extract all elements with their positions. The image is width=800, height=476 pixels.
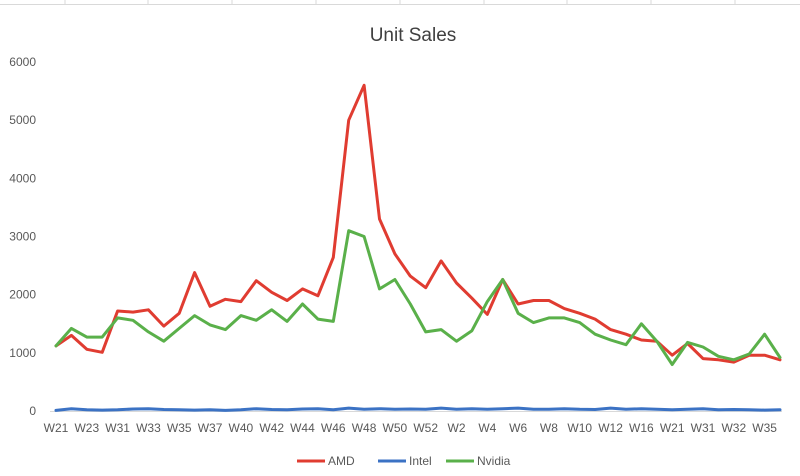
legend-label: Nvidia — [477, 454, 511, 468]
x-tick-label: W10 — [567, 421, 592, 435]
x-tick-label: W35 — [752, 421, 777, 435]
x-tick-label: W23 — [74, 421, 99, 435]
x-tick-label: W8 — [540, 421, 558, 435]
legend-item-nvidia: Nvidia — [446, 454, 511, 468]
x-tick-label: W48 — [352, 421, 377, 435]
y-tick-label: 1000 — [9, 346, 36, 360]
legend-item-amd: AMD — [297, 454, 355, 468]
y-tick-label: 2000 — [9, 288, 36, 302]
x-tick-label: W44 — [290, 421, 315, 435]
x-tick-label: W42 — [259, 421, 284, 435]
x-tick-label: W33 — [136, 421, 161, 435]
x-tick-label: W40 — [229, 421, 254, 435]
x-tick-label: W46 — [321, 421, 346, 435]
x-tick-label: W16 — [629, 421, 654, 435]
legend-label: AMD — [328, 454, 355, 468]
x-tick-label: W4 — [478, 421, 496, 435]
chart-title: Unit Sales — [370, 25, 457, 46]
x-tick-label: W31 — [691, 421, 716, 435]
x-tick-label: W12 — [598, 421, 623, 435]
x-tick-label: W2 — [448, 421, 466, 435]
x-axis: W21 W23 W31 W33 W35 W37 W40 W42 W44 W46 W48 W50 W52 W… — [44, 411, 782, 435]
x-tick-label: W35 — [167, 421, 192, 435]
y-tick-label: 4000 — [9, 171, 36, 185]
x-tick-label: W31 — [105, 421, 130, 435]
series-layer — [54, 83, 782, 412]
series-line-nvidia — [54, 229, 782, 366]
y-tick-label: 5000 — [9, 113, 36, 127]
series-line-intel — [54, 406, 782, 412]
legend: AMD Intel Nvidia — [297, 454, 511, 468]
x-tick-label: W52 — [413, 421, 438, 435]
y-tick-label: 3000 — [9, 230, 36, 244]
y-tick-label: 6000 — [9, 55, 36, 69]
x-tick-label: W21 — [660, 421, 685, 435]
legend-label: Intel — [409, 454, 432, 468]
x-tick-label: W32 — [721, 421, 746, 435]
y-axis: 0 1000 2000 3000 4000 5000 6000 — [9, 55, 36, 418]
top-gridlines — [0, 0, 800, 5]
x-tick-label: W21 — [44, 421, 69, 435]
legend-item-intel: Intel — [378, 454, 432, 468]
x-tick-label: W37 — [198, 421, 223, 435]
x-tick-label: W50 — [383, 421, 408, 435]
x-tick-label: W6 — [509, 421, 527, 435]
y-tick-label: 0 — [29, 404, 36, 418]
